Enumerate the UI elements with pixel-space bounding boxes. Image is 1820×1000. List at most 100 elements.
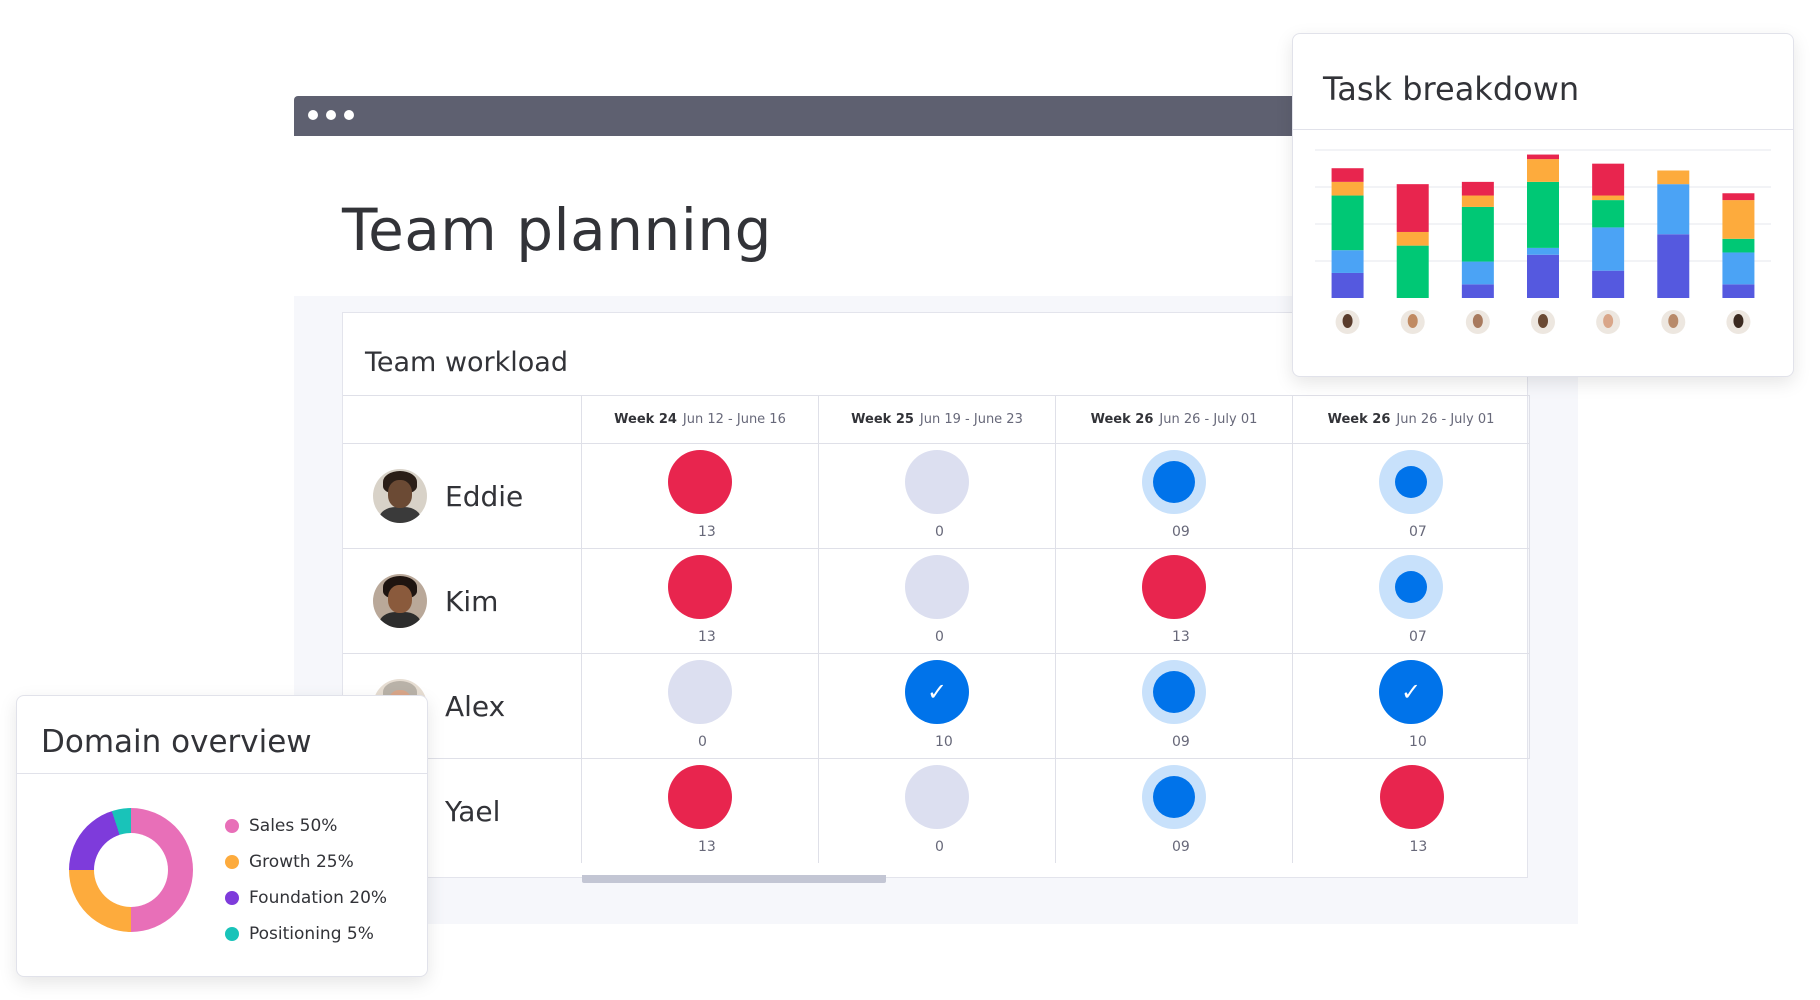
week-header[interactable]: Week 26 Jun 26 - July 01: [1293, 395, 1530, 443]
status-dot: [1142, 450, 1206, 514]
workload-cell[interactable]: ✓ 10: [819, 653, 1056, 758]
bar-segment[interactable]: [1331, 168, 1364, 182]
bar-segment[interactable]: [1461, 261, 1494, 285]
partial-status-fill: [1153, 461, 1195, 503]
workload-cell[interactable]: 0: [582, 653, 819, 758]
workload-cell[interactable]: 13: [1293, 758, 1530, 863]
window-controls[interactable]: [308, 110, 354, 120]
person-row-header[interactable]: Eddie: [343, 443, 582, 548]
low-status-icon: [1379, 555, 1443, 619]
bar-segment[interactable]: [1527, 247, 1559, 255]
task-count: 13: [698, 839, 716, 855]
workload-cell[interactable]: 0: [819, 443, 1056, 548]
empty-status-icon: [905, 450, 969, 514]
task-count: 07: [1409, 524, 1427, 540]
status-dot: [905, 450, 969, 514]
bar-segment[interactable]: [1396, 245, 1429, 298]
bar-segment[interactable]: [1722, 252, 1755, 285]
task-count: 13: [1172, 629, 1190, 645]
task-count: 10: [935, 734, 953, 750]
window-dot-icon[interactable]: [344, 110, 354, 120]
avatar-face: [1668, 314, 1679, 328]
week-range: Jun 26 - July 01: [1396, 412, 1495, 427]
status-dot: [668, 450, 732, 514]
bar-segment[interactable]: [1331, 195, 1364, 251]
partial-status-icon: [1142, 450, 1206, 514]
workload-cell[interactable]: 13: [1056, 548, 1293, 653]
bar-segment[interactable]: [1461, 206, 1494, 262]
bar-segment[interactable]: [1396, 231, 1429, 246]
corner-header: [343, 395, 582, 443]
avatar-face: [388, 585, 412, 613]
bar-segment[interactable]: [1527, 154, 1559, 160]
workload-cell[interactable]: 13: [582, 548, 819, 653]
week-label: Week 24: [614, 412, 677, 427]
bar-segment[interactable]: [1527, 254, 1559, 298]
bar-segment[interactable]: [1592, 227, 1625, 271]
week-header[interactable]: Week 24 Jun 12 - June 16: [582, 395, 819, 443]
bar-segment[interactable]: [1722, 284, 1755, 298]
legend-label: Positioning 5%: [249, 924, 374, 944]
bar-segment[interactable]: [1461, 195, 1494, 207]
workload-cell[interactable]: 09: [1056, 443, 1293, 548]
workload-cell[interactable]: 0: [819, 548, 1056, 653]
horizontal-scrollbar[interactable]: [582, 875, 886, 883]
week-header[interactable]: Week 25 Jun 19 - June 23: [819, 395, 1056, 443]
bar-segment[interactable]: [1722, 193, 1755, 201]
workload-cell[interactable]: 13: [582, 758, 819, 863]
bar-segment[interactable]: [1592, 270, 1625, 298]
bar-segment[interactable]: [1527, 181, 1559, 248]
bar-segment[interactable]: [1396, 184, 1429, 232]
bar-segment[interactable]: [1722, 200, 1755, 239]
avatar[interactable]: [373, 574, 427, 628]
bar-segment[interactable]: [1592, 195, 1625, 201]
window-dot-icon[interactable]: [326, 110, 336, 120]
workload-cell[interactable]: 07: [1293, 443, 1530, 548]
empty-status-icon: [905, 765, 969, 829]
task-count: 09: [1172, 839, 1190, 855]
empty-status-icon: [668, 660, 732, 724]
week-header[interactable]: Week 26 Jun 26 - July 01: [1056, 395, 1293, 443]
low-status-fill: [1395, 571, 1427, 603]
bar-segment[interactable]: [1592, 200, 1625, 228]
legend-item: Sales 50%: [225, 808, 387, 844]
bar-segment[interactable]: [1527, 159, 1559, 182]
domain-donut-chart: [69, 808, 193, 932]
avatar-face: [1472, 314, 1483, 328]
workload-cell[interactable]: 09: [1056, 758, 1293, 863]
overloaded-status-icon: [668, 765, 732, 829]
bar-segment[interactable]: [1331, 181, 1364, 196]
bar-segment[interactable]: [1331, 250, 1364, 273]
bar-segment[interactable]: [1461, 181, 1494, 196]
bar-segment[interactable]: [1657, 170, 1690, 185]
bar-segment[interactable]: [1657, 234, 1690, 298]
status-dot: [668, 555, 732, 619]
person-name: Alex: [445, 689, 506, 723]
status-dot: [1379, 765, 1444, 829]
window-dot-icon[interactable]: [308, 110, 318, 120]
avatar-face: [388, 480, 412, 508]
bar-segment[interactable]: [1657, 184, 1690, 235]
bar-segment[interactable]: [1331, 272, 1364, 298]
workload-cell[interactable]: 0: [819, 758, 1056, 863]
week-range: Jun 26 - July 01: [1159, 412, 1258, 427]
avatar[interactable]: [373, 469, 427, 523]
legend-swatch: [225, 891, 239, 905]
status-dot: ✓: [905, 660, 969, 724]
overloaded-status-icon: [1379, 765, 1444, 829]
workload-cell[interactable]: 07: [1293, 548, 1530, 653]
bar-segment[interactable]: [1722, 238, 1755, 253]
person-row-header[interactable]: Kim: [343, 548, 582, 653]
person-name: Yael: [445, 794, 501, 828]
bar-segment[interactable]: [1461, 284, 1494, 298]
bar-segment[interactable]: [1592, 163, 1625, 196]
partial-status-fill: [1153, 671, 1195, 713]
status-dot: [905, 765, 969, 829]
workload-cell[interactable]: ✓ 10: [1293, 653, 1530, 758]
person-name: Eddie: [445, 479, 524, 513]
workload-cell[interactable]: 09: [1056, 653, 1293, 758]
task-count: 13: [698, 524, 716, 540]
workload-cell[interactable]: 13: [582, 443, 819, 548]
task-count: 10: [1409, 734, 1427, 750]
domain-legend: Sales 50% Growth 25% Foundation 20% Positio…: [225, 808, 387, 952]
